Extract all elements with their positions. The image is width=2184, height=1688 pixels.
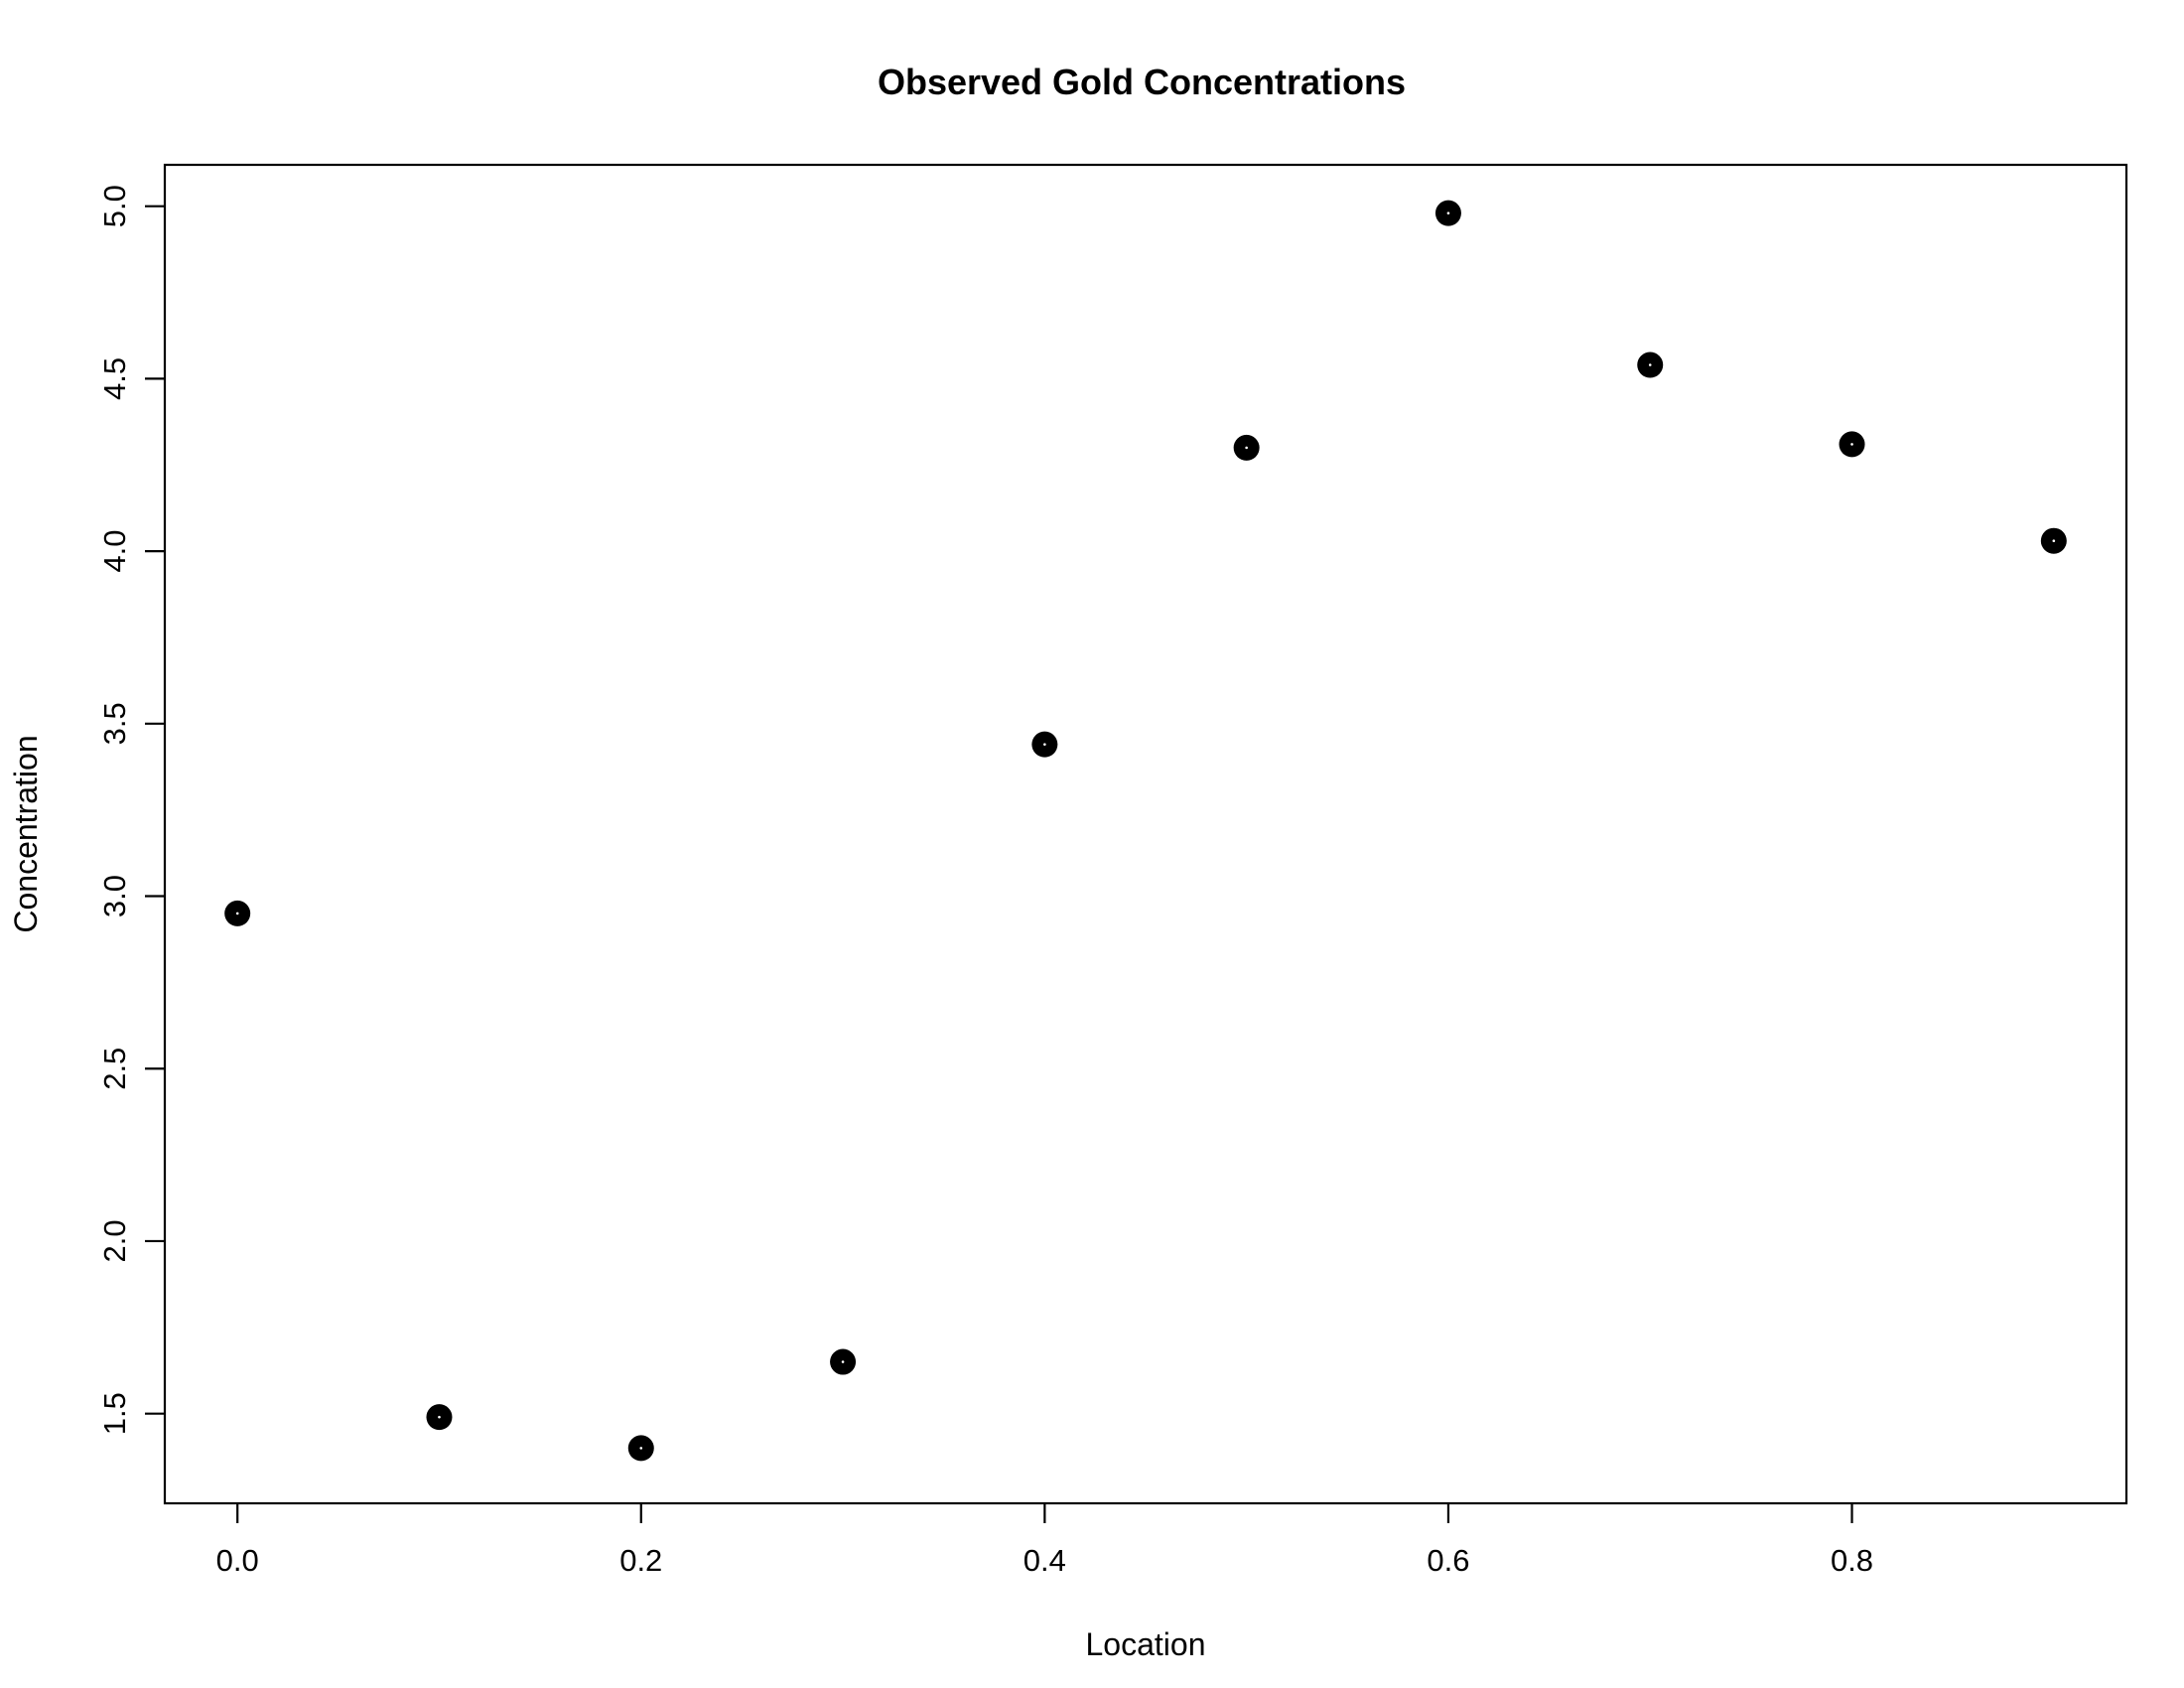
- x-axis-label: Location: [1086, 1626, 1206, 1662]
- x-tick-label: 0.6: [1427, 1543, 1469, 1578]
- data-point: [627, 1435, 654, 1462]
- x-tick-label: 0.8: [1831, 1543, 1873, 1578]
- data-point: [1637, 352, 1664, 378]
- data-point: [830, 1348, 857, 1375]
- y-tick-label: 5.0: [97, 185, 132, 227]
- y-tick-label: 3.5: [97, 702, 132, 745]
- chart-title: Observed Gold Concentrations: [878, 62, 1406, 102]
- data-point: [1233, 434, 1260, 461]
- data-point: [1839, 431, 1865, 458]
- y-tick-label: 4.5: [97, 357, 132, 400]
- data-points: [224, 200, 2067, 1462]
- plot-frame: [163, 163, 2128, 1505]
- x-tick-label: 0.4: [1024, 1543, 1066, 1578]
- x-axis: 0.0 0.2 0.4 0.6 0.8: [216, 1503, 1873, 1578]
- y-tick-label: 4.0: [97, 530, 132, 573]
- x-tick-label: 0.0: [216, 1543, 259, 1578]
- y-tick-label: 2.5: [97, 1048, 132, 1090]
- x-tick-label: 0.2: [619, 1543, 662, 1578]
- data-point: [1434, 200, 1461, 226]
- data-point: [1031, 731, 1058, 758]
- y-axis-label: Concentration: [8, 735, 44, 932]
- data-point: [426, 1404, 453, 1431]
- y-axis: 1.5 2.0 2.5 3.0 3.5 4.0 4.5 5.0: [97, 185, 165, 1435]
- y-tick-label: 1.5: [97, 1392, 132, 1435]
- y-tick-label: 3.0: [97, 875, 132, 917]
- data-point: [2040, 527, 2067, 554]
- data-point: [224, 900, 251, 926]
- y-tick-label: 2.0: [97, 1219, 132, 1262]
